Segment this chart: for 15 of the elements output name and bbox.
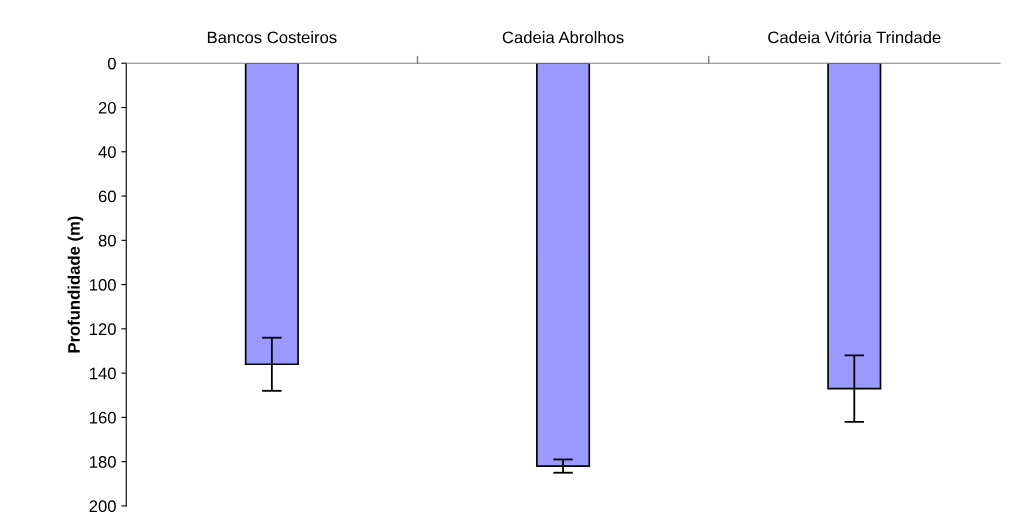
y-tick-label: 80: [98, 234, 116, 247]
y-axis-title: Profundidade (m): [67, 216, 84, 353]
y-tick-label: 60: [98, 190, 116, 203]
y-tick-label: 120: [89, 323, 116, 336]
y-tick-label: 140: [89, 367, 116, 380]
y-tick-label: 200: [89, 500, 116, 513]
x-tick-label: Bancos Costeiros: [207, 31, 337, 44]
y-tick-label: 100: [89, 278, 116, 291]
y-tick-label: 40: [98, 146, 116, 158]
y-tick-label: 0: [107, 57, 116, 70]
x-tick-label: Cadeia Abrolhos: [502, 31, 624, 44]
y-tick-label: 160: [89, 411, 116, 424]
x-tick-label: Cadeia Vitória Trindade: [768, 30, 941, 44]
y-tick-label: 180: [89, 456, 116, 468]
y-tick-label: 20: [98, 101, 116, 114]
